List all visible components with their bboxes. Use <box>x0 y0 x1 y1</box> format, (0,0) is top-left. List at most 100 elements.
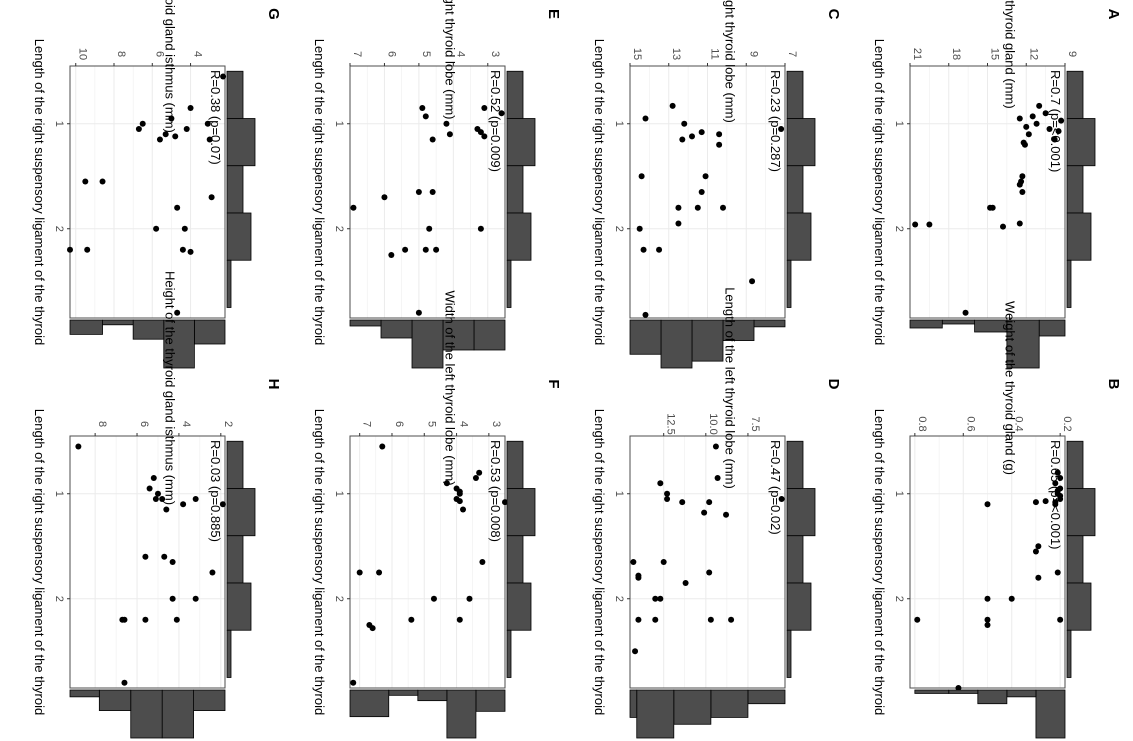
data-point <box>121 679 128 686</box>
data-point <box>162 131 169 138</box>
x-histogram-bar <box>226 535 244 584</box>
y-histogram-bar <box>442 319 475 351</box>
x-axis-title: Length of the right suspensory ligament … <box>312 39 327 345</box>
y-axis-title: Weight of the thyroid gland (g) <box>1003 301 1018 475</box>
y-tick-label: 11 <box>709 48 721 59</box>
data-point <box>636 225 643 232</box>
x-histogram-bar <box>1066 582 1092 631</box>
y-axis-title: Width of the thyroid gland (mm) <box>1003 0 1018 109</box>
data-point <box>640 246 647 253</box>
data-point <box>415 189 422 195</box>
data-point <box>1058 117 1065 124</box>
y-histogram-bar <box>349 319 382 327</box>
correlation-annotation: R=0.03 (p=0.885) <box>208 440 223 542</box>
panel-f: 3 4 5 6 7 1 2 Width of the left thyroid lobe (m… <box>312 290 562 739</box>
x-tick-label: 2 <box>613 226 625 232</box>
data-point <box>638 173 645 180</box>
x-histogram-bar <box>226 582 252 631</box>
x-tick-label: 1 <box>53 491 65 497</box>
y-axis-title: Height of the thyroid gland isthmus (mm) <box>163 271 178 505</box>
y-histogram-bar <box>977 689 1008 705</box>
data-point <box>161 553 168 560</box>
data-point <box>1033 120 1040 127</box>
data-point <box>955 685 962 691</box>
data-point <box>1016 220 1023 227</box>
data-point <box>984 622 991 628</box>
data-point <box>1021 141 1028 148</box>
panel-letter: B <box>1105 379 1122 390</box>
data-point <box>443 480 450 487</box>
x-histogram-bar <box>506 165 524 214</box>
y-tick-label: 12 <box>1027 48 1039 60</box>
data-point <box>142 553 149 560</box>
x-histogram-bar <box>226 70 244 119</box>
y-axis-title: Length of the right thyroid lobe (mm) <box>723 0 738 123</box>
data-point <box>456 498 463 505</box>
x-tick-label: 1 <box>333 121 345 127</box>
plot-border <box>349 435 506 689</box>
plot-border <box>349 65 506 319</box>
x-histogram-bar <box>786 629 792 678</box>
y-tick-label: 0.2 <box>1061 416 1073 431</box>
x-tick-label: 1 <box>893 491 905 497</box>
y-histogram-bar <box>629 689 638 718</box>
data-point <box>652 595 659 602</box>
data-point <box>1035 543 1042 550</box>
x-histogram-bar <box>226 629 232 678</box>
y-histogram-bar <box>388 689 419 696</box>
x-tick-label: 2 <box>333 596 345 602</box>
y-tick-label: 6 <box>138 421 150 427</box>
y-tick-label: 7 <box>351 51 363 57</box>
data-point <box>187 105 194 111</box>
panel-d: 7.5 10.0 12.5 1 2 Length of the left thyroid … <box>592 287 842 739</box>
data-point <box>443 120 450 127</box>
data-point <box>350 204 357 211</box>
x-tick-label: 2 <box>613 596 625 602</box>
data-point <box>1042 498 1049 505</box>
data-point <box>415 309 422 316</box>
data-point <box>466 595 473 602</box>
plot-border <box>629 435 786 689</box>
x-histogram-bar <box>506 629 512 678</box>
data-point <box>642 311 649 318</box>
data-point <box>914 616 921 623</box>
correlation-annotation: R=0.65 (p=<0.001) <box>1048 440 1063 550</box>
data-point <box>381 194 388 201</box>
data-point <box>350 679 357 686</box>
data-point <box>142 616 149 623</box>
data-point <box>1008 595 1015 602</box>
panel-letter: D <box>825 379 842 390</box>
data-point <box>152 496 159 502</box>
data-point <box>706 569 713 576</box>
data-point <box>984 616 991 623</box>
data-point <box>379 443 386 450</box>
data-point <box>135 126 142 132</box>
data-point <box>159 496 166 502</box>
panel-letter: E <box>545 9 562 19</box>
correlation-annotation: R=0.23 (p=0.287) <box>768 70 783 172</box>
y-tick-label: 9 <box>747 51 759 57</box>
x-axis-title: Length of the right suspensory ligament … <box>32 39 47 345</box>
data-point <box>1016 115 1023 122</box>
data-point <box>460 506 467 513</box>
x-histogram-bar <box>786 118 816 167</box>
data-point <box>402 246 409 253</box>
x-histogram-bar <box>226 118 256 167</box>
data-point <box>1032 548 1039 555</box>
data-point <box>1052 501 1059 508</box>
data-point <box>698 189 705 195</box>
data-point <box>119 616 126 623</box>
y-tick-label: 8 <box>115 51 127 57</box>
data-point <box>174 309 181 316</box>
y-tick-label: 5 <box>420 51 432 57</box>
data-point <box>778 496 785 502</box>
y-histogram-bar <box>475 689 506 712</box>
data-point <box>714 475 721 481</box>
y-histogram-bar <box>161 689 194 739</box>
data-point <box>173 616 180 623</box>
y-histogram-bar <box>909 319 943 329</box>
data-point <box>679 136 686 143</box>
data-point <box>376 569 383 576</box>
